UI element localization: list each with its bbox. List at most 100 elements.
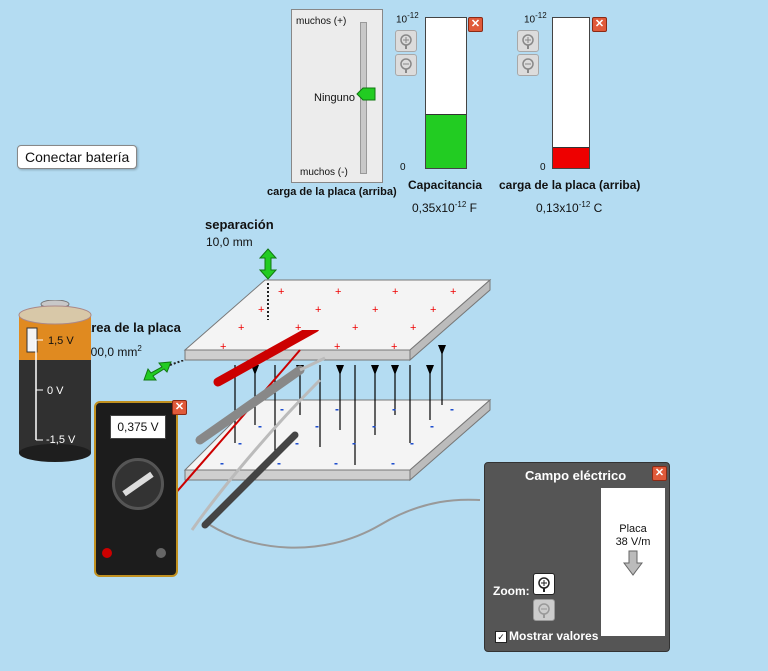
slider-bottom-label: muchos (-) bbox=[300, 167, 348, 178]
charge-caption: carga de la placa (arriba) bbox=[499, 178, 641, 192]
connect-battery-button[interactable]: Conectar batería bbox=[17, 145, 138, 169]
zoom-in-icon bbox=[400, 34, 412, 49]
close-icon: ✕ bbox=[594, 18, 605, 30]
capacitance-close-button[interactable]: ✕ bbox=[468, 17, 483, 32]
probe-wires bbox=[124, 330, 480, 553]
zoom-label: Zoom: bbox=[493, 584, 530, 598]
slider-mid-label: Ninguno bbox=[314, 92, 355, 104]
svg-text:-: - bbox=[334, 456, 338, 470]
charge-value: 0,13x10-12 C bbox=[536, 200, 603, 215]
svg-text:-: - bbox=[238, 436, 242, 450]
zoom-in-icon bbox=[538, 577, 550, 592]
close-icon: ✕ bbox=[470, 18, 481, 30]
voltmeter-black-jack bbox=[156, 548, 166, 558]
zoom-out-icon bbox=[538, 603, 550, 618]
field-down-arrow-icon bbox=[623, 550, 643, 576]
zoom-out-icon bbox=[522, 58, 534, 73]
zoom-out-icon bbox=[400, 58, 412, 73]
charge-close-button[interactable]: ✕ bbox=[592, 17, 607, 32]
svg-text:+: + bbox=[278, 286, 284, 298]
svg-text:-: - bbox=[315, 419, 319, 433]
electric-field-title: Campo eléctrico bbox=[525, 468, 627, 483]
plate-area-value: 400,0 mm2 bbox=[84, 344, 142, 359]
slider-thumb[interactable] bbox=[356, 87, 376, 101]
svg-text:+: + bbox=[450, 286, 456, 298]
charge-zoom-out-button[interactable] bbox=[517, 54, 539, 76]
svg-text:-: - bbox=[352, 436, 356, 450]
separation-value: 10,0 mm bbox=[206, 235, 253, 249]
separation-label: separación bbox=[205, 217, 274, 232]
zoom-in-icon bbox=[522, 34, 534, 49]
slider-top-label: muchos (+) bbox=[296, 16, 347, 27]
battery-bottom-label: -1,5 V bbox=[46, 434, 76, 446]
battery-top-label: 1,5 V bbox=[48, 335, 74, 347]
capacitance-caption: Capacitancia bbox=[408, 178, 483, 192]
svg-text:-: - bbox=[391, 456, 395, 470]
charge-meter-fill bbox=[553, 147, 589, 168]
show-values-label: Mostrar valores bbox=[509, 629, 599, 643]
voltmeter-dial bbox=[112, 458, 164, 510]
top-plate bbox=[183, 278, 492, 362]
svg-text:-: - bbox=[372, 419, 376, 433]
svg-text:-: - bbox=[430, 419, 434, 433]
voltmeter[interactable]: 0,375 V bbox=[94, 401, 178, 577]
capacitance-meter-fill bbox=[426, 114, 466, 168]
svg-text:-: - bbox=[280, 402, 284, 416]
capacitor-scene: ++++ ++++ ++++ ++++ ---- ---- ---- ---- bbox=[183, 278, 492, 482]
svg-text:+: + bbox=[334, 341, 340, 353]
svg-text:+: + bbox=[430, 304, 436, 316]
separation-drag-handle[interactable] bbox=[258, 248, 278, 280]
voltmeter-red-jack bbox=[102, 548, 112, 558]
svg-text:-: - bbox=[335, 402, 339, 416]
voltmeter-close-button[interactable]: ✕ bbox=[172, 400, 187, 415]
svg-text:-: - bbox=[392, 402, 396, 416]
svg-text:+: + bbox=[238, 322, 244, 334]
svg-text:-: - bbox=[410, 436, 414, 450]
slider-caption: carga de la placa (arriba) bbox=[267, 186, 397, 198]
close-icon: ✕ bbox=[654, 467, 665, 479]
field-zoom-in-button[interactable] bbox=[533, 573, 555, 595]
bottom-plate bbox=[183, 398, 492, 482]
capacitance-zoom-out-button[interactable] bbox=[395, 54, 417, 76]
battery bbox=[18, 300, 92, 462]
field-zoom-out-button[interactable] bbox=[533, 599, 555, 621]
svg-text:+: + bbox=[372, 304, 378, 316]
svg-text:-: - bbox=[258, 419, 262, 433]
svg-text:+: + bbox=[315, 304, 321, 316]
svg-text:-: - bbox=[450, 402, 454, 416]
capacitance-zero: 0 bbox=[400, 162, 406, 173]
check-icon: ✓ bbox=[497, 632, 505, 642]
field-display: Placa 38 V/m bbox=[601, 488, 665, 636]
svg-text:-: - bbox=[277, 456, 281, 470]
charge-zero: 0 bbox=[540, 162, 546, 173]
capacitance-value: 0,35x10-12 F bbox=[412, 200, 477, 215]
svg-text:+: + bbox=[295, 322, 301, 334]
svg-text:-: - bbox=[220, 456, 224, 470]
charge-zoom-in-button[interactable] bbox=[517, 30, 539, 52]
electric-field-close-button[interactable]: ✕ bbox=[652, 466, 667, 481]
plate-area-drag-handle[interactable] bbox=[142, 360, 187, 384]
show-values-checkbox[interactable]: ✓ bbox=[495, 631, 507, 643]
capacitance-meter-bar bbox=[425, 17, 467, 169]
positive-charges: ++++ ++++ ++++ ++++ bbox=[220, 286, 456, 353]
battery-mid-label: 0 V bbox=[47, 385, 64, 397]
svg-text:+: + bbox=[392, 286, 398, 298]
capacitance-exponent: 10-12 bbox=[396, 11, 419, 26]
svg-text:+: + bbox=[410, 322, 416, 334]
plate-charge-slider-panel: muchos (+) Ninguno muchos (-) bbox=[291, 9, 383, 183]
field-probe-value: 38 V/m bbox=[615, 536, 651, 548]
charge-meter-bar bbox=[552, 17, 590, 169]
svg-text:+: + bbox=[335, 286, 341, 298]
charge-exponent: 10-12 bbox=[524, 11, 547, 26]
electric-field-panel: Campo eléctrico ✕ Placa 38 V/m Zoom: ✓ M… bbox=[484, 462, 670, 652]
close-icon: ✕ bbox=[174, 401, 185, 413]
negative-charges: ---- ---- ---- ---- bbox=[220, 402, 454, 470]
svg-text:+: + bbox=[258, 304, 264, 316]
voltmeter-display: 0,375 V bbox=[110, 415, 166, 439]
svg-text:+: + bbox=[220, 341, 226, 353]
capacitance-zoom-in-button[interactable] bbox=[395, 30, 417, 52]
svg-text:+: + bbox=[352, 322, 358, 334]
svg-text:-: - bbox=[295, 436, 299, 450]
field-probe-label: Placa bbox=[619, 523, 647, 535]
svg-text:+: + bbox=[391, 341, 397, 353]
